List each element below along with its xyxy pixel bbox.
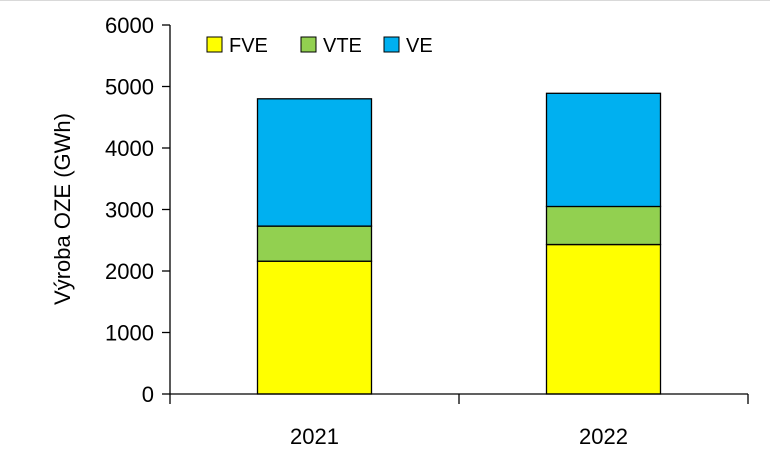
- legend: FVE VTE VE: [206, 35, 433, 57]
- bar-vte-2021: [256, 225, 373, 262]
- legend-label-vte: VTE: [323, 35, 362, 57]
- y-tick-label-6000: 6000: [105, 13, 154, 38]
- y-tick-label-5000: 5000: [105, 75, 154, 100]
- axes-layer: 2021 2022 0 1000 2000 3000 4000 5000 6000: [105, 13, 749, 449]
- bar-ve-2021: [256, 98, 373, 227]
- y-tick-label-1000: 1000: [105, 321, 154, 346]
- y-axis-label: Výroba OZE (GWh): [50, 113, 75, 305]
- bar-vte-2022: [545, 205, 662, 246]
- legend-swatch-vte: [300, 36, 317, 53]
- x-tick-label-2021: 2021: [290, 424, 339, 449]
- y-tick-label-3000: 3000: [105, 198, 154, 223]
- bar-ve-2022: [545, 92, 662, 208]
- legend-swatch-ve: [383, 36, 400, 53]
- y-tick-label-0: 0: [142, 382, 154, 407]
- legend-label-ve: VE: [406, 35, 433, 57]
- legend-swatch-fve: [206, 36, 223, 53]
- bar-fve-2021: [256, 260, 373, 395]
- y-tick-label-2000: 2000: [105, 259, 154, 284]
- x-tick-label-2022: 2022: [579, 424, 628, 449]
- bars-layer: [256, 92, 662, 395]
- legend-label-fve: FVE: [229, 35, 268, 57]
- bar-fve-2022: [545, 243, 662, 395]
- y-tick-label-4000: 4000: [105, 136, 154, 161]
